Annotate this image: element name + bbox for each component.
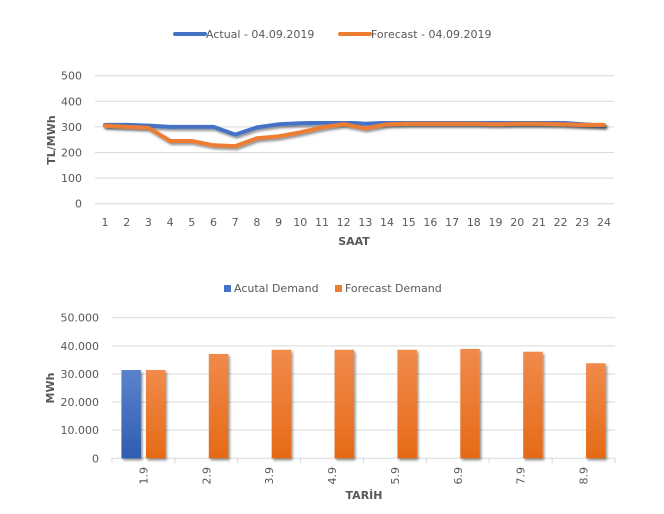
line-chart-x-tick-label: 14 [380,216,394,229]
legend-item-forecast-demand: Forecast Demand [335,282,442,295]
bar-chart-y-tick-label: 30.000 [61,368,100,381]
line-chart-x-tick-label: 2 [123,216,130,229]
line-chart-x-tick-label: 10 [293,216,307,229]
bar-chart-x-tick-label: 1.9 [137,467,150,485]
line-chart-x-ticks: 1 2 3 4 5 6 7 8 9 10 11 12 13 14 15 16 17 18 19 20 21 22 23 24 [102,216,612,229]
bar-chart-y-tick-label: 40.000 [61,340,100,353]
legend-item-forecast: Forecast - 04.09.2019 [338,28,492,41]
bar-chart-x-tick-label: 7.9 [515,467,528,485]
line-chart-x-tick-label: 19 [489,216,503,229]
line-chart-x-tick-label: 1 [102,216,109,229]
line-chart-y-tick-label: 500 [61,70,82,83]
bar-forecast-4.9 [334,349,355,459]
bar-chart-bars [121,348,606,459]
line-chart-x-tick-label: 22 [554,216,568,229]
bar-chart-y-ticks: 0 10.000 20.000 30.000 40.000 50.000 [61,312,100,466]
bar-chart-legend: Acutal Demand Forecast Demand [224,282,442,295]
bar-chart-y-tick-label: 50.000 [61,312,100,325]
line-chart-x-tick-label: 20 [510,216,524,229]
legend-label: Actual - 04.09.2019 [206,28,314,41]
line-chart-y-tick-label: 0 [75,198,82,211]
line-chart-y-axis-title: TL/MWh [45,115,58,164]
legend-label: Forecast Demand [345,282,442,295]
line-chart: Actual - 04.09.2019 Forecast - 04.09.2019… [45,28,614,248]
bar-chart-x-ticks: 1.9 2.9 3.9 4.9 5.9 6.9 7.9 8.9 [137,467,590,485]
bar-chart-y-tick-label: 0 [92,452,99,465]
line-series-forecast [103,121,606,149]
legend-item-actual: Actual - 04.09.2019 [173,28,314,41]
line-chart-x-tick-label: 16 [423,216,437,229]
bar-chart-y-tick-label: 20.000 [61,396,100,409]
legend-item-actual-demand: Acutal Demand [224,282,319,295]
bar-chart-x-tick-label: 3.9 [263,467,276,485]
bar-chart-x-axis-title: TARİH [346,488,383,502]
bar-chart-x-tick-label: 4.9 [326,467,339,485]
legend-swatch [224,285,231,292]
legend-label: Acutal Demand [234,282,319,295]
line-chart-x-tick-label: 9 [275,216,282,229]
bar-chart-x-tick-label: 2.9 [200,467,213,485]
line-chart-x-tick-label: 13 [358,216,372,229]
bar-forecast-6.9 [460,348,480,459]
line-chart-x-tick-label: 5 [188,216,195,229]
bar-chart-y-axis-title: MWh [44,373,57,404]
line-chart-x-tick-label: 3 [145,216,152,229]
line-chart-x-tick-label: 18 [467,216,481,229]
bar-chart-x-tick-label: 6.9 [452,467,465,485]
line-chart-x-tick-label: 6 [210,216,217,229]
bar-forecast-7.9 [523,351,543,459]
bar-actual-1.9 [121,370,141,459]
line-chart-x-tick-label: 17 [445,216,459,229]
bar-chart-x-tick-label: 5.9 [389,467,402,485]
bar-chart-y-tick-label: 10.000 [61,424,100,437]
line-chart-x-tick-label: 11 [315,216,329,229]
line-chart-x-tick-label: 23 [575,216,589,229]
legend-label: Forecast - 04.09.2019 [371,28,492,41]
line-chart-legend: Actual - 04.09.2019 Forecast - 04.09.2019 [173,28,492,41]
line-chart-y-tick-label: 300 [61,121,82,134]
line-chart-y-tick-label: 200 [61,147,82,160]
line-chart-x-tick-label: 8 [253,216,260,229]
line-chart-x-axis-title: SAAT [338,235,370,248]
bar-forecast-5.9 [397,349,417,459]
bar-forecast-2.9 [208,353,229,459]
bar-forecast-3.9 [271,349,292,459]
line-chart-y-tick-label: 100 [61,172,82,185]
line-chart-y-tick-label: 400 [61,95,82,108]
line-chart-x-tick-label: 4 [167,216,174,229]
line-chart-x-tick-label: 7 [232,216,239,229]
line-chart-x-tick-label: 12 [337,216,351,229]
legend-swatch [335,285,342,292]
bar-chart-x-tick-label: 8.9 [578,467,591,485]
bar-forecast-1.9 [145,370,166,459]
line-chart-y-ticks: 0 100 200 300 400 500 [61,70,82,211]
bar-forecast-8.9 [586,363,606,459]
line-chart-x-tick-label: 21 [532,216,546,229]
bar-chart: Acutal Demand Forecast Demand 0 10.000 20.0… [44,282,616,502]
line-chart-x-tick-label: 15 [402,216,416,229]
line-chart-series [103,120,606,149]
line-chart-x-tick-label: 24 [597,216,611,229]
